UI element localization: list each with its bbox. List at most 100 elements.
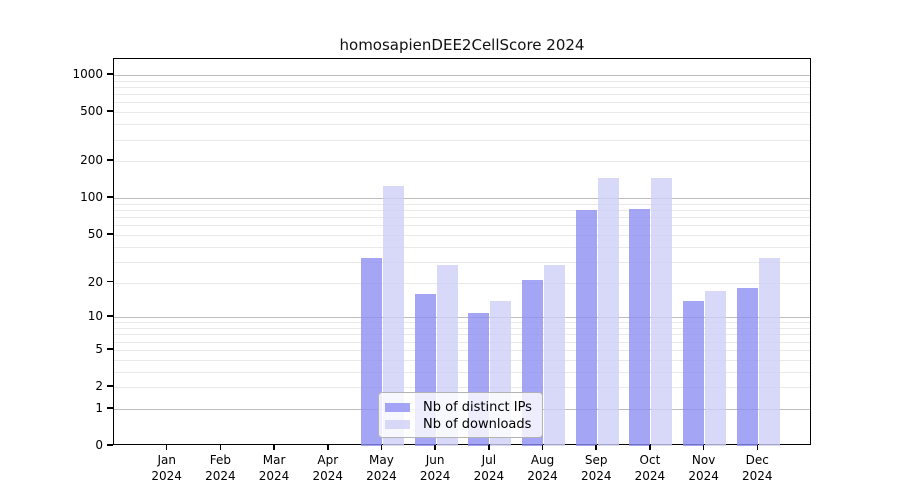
chart-title: homosapienDEE2CellScore 2024 bbox=[339, 36, 585, 54]
x-tick-mark bbox=[756, 445, 759, 450]
bar-downloads-nov bbox=[705, 290, 727, 446]
bar-downloads-oct bbox=[651, 178, 673, 446]
gridline-minor bbox=[114, 161, 810, 163]
bar-downloads-sep bbox=[597, 177, 619, 446]
y-tick-label: 0 bbox=[95, 438, 103, 452]
x-tick-label: Sep 2024 bbox=[566, 452, 626, 484]
gridline-minor bbox=[114, 371, 810, 373]
y-tick-mark bbox=[107, 233, 113, 235]
y-tick-label: 10 bbox=[87, 309, 103, 324]
y-tick-label: 1000 bbox=[72, 67, 103, 81]
gridline-minor bbox=[114, 328, 810, 329]
y-tick-label: 500 bbox=[80, 104, 103, 119]
x-tick-mark bbox=[595, 445, 597, 450]
gridline-minor bbox=[114, 246, 810, 248]
x-tick-month: Jan bbox=[157, 453, 176, 467]
y-tick-mark bbox=[107, 110, 113, 112]
bar-distinct-ips-dec bbox=[736, 287, 758, 446]
gridline-minor bbox=[114, 349, 810, 351]
x-tick-month: Jun bbox=[425, 453, 445, 467]
gridline-minor bbox=[114, 282, 810, 284]
gridline-minor bbox=[114, 139, 810, 141]
x-tick-year: 2024 bbox=[151, 469, 182, 483]
gridline-major bbox=[114, 75, 810, 76]
bar-distinct-ips-nov bbox=[683, 300, 705, 446]
bar-downloads-dec bbox=[758, 258, 780, 446]
x-tick-label: Feb 2024 bbox=[190, 452, 250, 484]
x-tick-month: Aug bbox=[530, 453, 555, 467]
gridline-minor bbox=[114, 124, 810, 126]
x-tick-label: Nov 2024 bbox=[674, 452, 734, 484]
x-tick-month: Sep bbox=[584, 453, 608, 467]
gridline-minor bbox=[114, 80, 810, 82]
y-tick-mark bbox=[107, 73, 113, 75]
y-tick-mark bbox=[107, 315, 113, 317]
gridline-minor bbox=[114, 261, 810, 263]
x-tick-mark bbox=[380, 445, 383, 450]
x-tick-year: 2024 bbox=[366, 469, 397, 483]
x-tick-month: Apr bbox=[317, 453, 339, 467]
y-tick-mark bbox=[107, 385, 113, 387]
y-tick-mark bbox=[107, 280, 113, 283]
x-tick-mark bbox=[702, 445, 705, 450]
legend: Nb of distinct IPs Nb of downloads bbox=[378, 392, 543, 438]
x-tick-mark bbox=[327, 445, 329, 450]
gridline-minor bbox=[114, 112, 810, 114]
gridline-minor bbox=[114, 234, 810, 236]
x-tick-mark bbox=[165, 445, 168, 450]
y-tick-label: 20 bbox=[87, 274, 103, 289]
legend-label-downloads: Nb of downloads bbox=[423, 417, 532, 432]
bar-distinct-ips-oct bbox=[629, 209, 651, 446]
x-tick-mark bbox=[434, 445, 436, 450]
y-tick-mark bbox=[107, 407, 113, 409]
legend-swatch-distinct-ips-icon bbox=[385, 403, 410, 412]
gridline-minor bbox=[114, 217, 810, 219]
gridline-minor bbox=[114, 334, 810, 336]
x-tick-label: Aug 2024 bbox=[513, 452, 573, 484]
gridline-major bbox=[114, 198, 810, 200]
x-tick-month: May bbox=[369, 453, 394, 467]
x-tick-label: Jan 2024 bbox=[137, 452, 197, 484]
legend-swatch-downloads-icon bbox=[385, 420, 410, 429]
plot-area bbox=[113, 58, 811, 446]
x-tick-mark bbox=[541, 445, 544, 450]
gridline-minor bbox=[114, 359, 810, 361]
x-tick-label: May 2024 bbox=[351, 452, 411, 484]
legend-item-downloads: Nb of downloads bbox=[385, 416, 534, 433]
x-tick-label: Mar 2024 bbox=[244, 452, 304, 484]
y-tick-label: 2 bbox=[95, 379, 103, 393]
y-tick-label: 1 bbox=[95, 400, 103, 415]
x-tick-year: 2024 bbox=[473, 469, 505, 483]
y-tick-label: 100 bbox=[80, 190, 103, 205]
x-tick-month: Dec bbox=[745, 453, 769, 467]
x-tick-year: 2024 bbox=[688, 469, 719, 483]
gridline-minor bbox=[114, 225, 810, 227]
y-tick-label: 50 bbox=[87, 226, 103, 241]
x-tick-year: 2024 bbox=[634, 469, 666, 483]
x-tick-year: 2024 bbox=[527, 469, 558, 483]
x-tick-year: 2024 bbox=[205, 469, 236, 483]
x-tick-mark bbox=[219, 445, 222, 450]
gridline-minor bbox=[114, 94, 810, 96]
x-tick-label: Oct 2024 bbox=[620, 452, 680, 484]
x-tick-label: Apr 2024 bbox=[298, 452, 358, 484]
gridline-minor bbox=[114, 203, 810, 205]
bar-downloads-may bbox=[382, 186, 404, 446]
x-tick-mark bbox=[273, 445, 275, 450]
gridline-minor bbox=[114, 86, 810, 88]
x-tick-month: Oct bbox=[639, 453, 661, 467]
gridline-minor bbox=[114, 341, 810, 343]
legend-item-distinct-ips: Nb of distinct IPs bbox=[385, 399, 534, 416]
gridline-minor bbox=[114, 210, 810, 212]
y-tick-label: 5 bbox=[95, 341, 103, 356]
x-tick-month: Nov bbox=[691, 453, 716, 467]
x-tick-mark bbox=[649, 445, 651, 450]
gridline-minor bbox=[114, 322, 810, 324]
x-tick-month: Feb bbox=[209, 453, 231, 467]
bar-downloads-aug bbox=[544, 265, 566, 446]
x-tick-month: Mar bbox=[262, 453, 286, 467]
x-tick-label: Dec 2024 bbox=[727, 452, 787, 484]
gridline-major bbox=[114, 317, 810, 319]
x-tick-label: Jun 2024 bbox=[405, 452, 465, 484]
